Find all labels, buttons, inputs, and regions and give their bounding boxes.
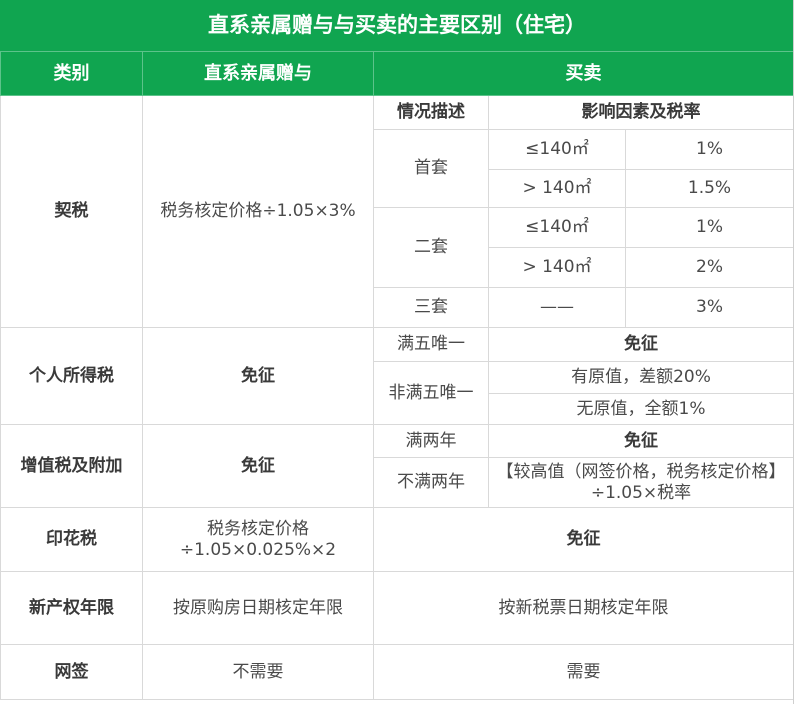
deed-tax-gift: 税务核定价格÷1.05×3% [142,95,374,328]
table-row: 印花税 税务核定价格 ÷1.05×0.025%×2 免征 [0,507,794,572]
header-row: 类别 直系亲属赠与 买卖 [0,51,794,96]
table-row: > 140㎡ 1.5% [1,169,794,208]
table-title: 直系亲属赠与与买卖的主要区别（住宅） [0,0,794,52]
category-vat: 增值税及附加 [0,424,143,508]
second-home: 二套 [373,207,489,288]
table-row: 网签 不需要 需要 [0,644,794,700]
table-row: 无原值，全额1% [1,393,794,425]
rate-cell: 2% [625,247,794,288]
table-row: 非满五唯一 有原值，差额20% [1,361,794,425]
col-situation: 情况描述 [373,95,489,130]
table-row: 不满两年 【较高值（网签价格，税务核定价格】÷1.05×税率 [1,457,794,508]
stamp-tax-gift: 税务核定价格 ÷1.05×0.025%×2 [142,507,374,572]
table-row: 增值税及附加 免征 满两年 免征 [0,424,794,508]
third-home: 三套 [373,287,489,328]
table-row: 新产权年限 按原购房日期核定年限 按新税票日期核定年限 [0,571,794,645]
not-five-only: 非满五唯一 [373,361,489,425]
header-category: 类别 [0,51,143,96]
area-cell: > 140㎡ [488,247,626,288]
stamp-line2: ÷1.05×0.025%×2 [179,539,337,560]
category-online-sign: 网签 [0,644,143,700]
over-two-value: 免征 [488,424,794,458]
table-row: 二套 ≤140㎡ 1% [1,207,794,288]
rate-cell: 1% [625,207,794,248]
right-edge [793,0,800,704]
title-row: 直系亲属赠与与买卖的主要区别（住宅） [0,0,794,52]
rate-cell: 1% [625,129,794,170]
five-only-value: 免征 [488,327,794,362]
stamp-tax-sale: 免征 [373,507,794,572]
under-two-years: 不满两年 [373,457,489,508]
table-row: 个人所得税 免征 满五唯一 免征 [0,327,794,425]
under-two-value: 【较高值（网签价格，税务核定价格】÷1.05×税率 [488,457,794,508]
online-sign-gift: 不需要 [142,644,374,700]
rate-cell: 3% [625,287,794,328]
without-original: 无原值，全额1% [488,393,794,425]
with-original: 有原值，差额20% [488,361,794,394]
area-cell: ≤140㎡ [488,129,626,170]
header-gift: 直系亲属赠与 [142,51,374,96]
area-cell: —— [488,287,626,328]
online-sign-sale: 需要 [373,644,794,700]
category-property-years: 新产权年限 [0,571,143,645]
income-tax-gift: 免征 [142,327,374,425]
property-years-gift: 按原购房日期核定年限 [142,571,374,645]
category-income-tax: 个人所得税 [0,327,143,425]
five-only: 满五唯一 [373,327,489,362]
vat-gift: 免征 [142,424,374,508]
col-factors: 影响因素及税率 [488,95,794,130]
table-row: 契税 税务核定价格÷1.05×3% 情况描述 影响因素及税率 [0,95,794,328]
category-stamp-tax: 印花税 [0,507,143,572]
table-row: > 140㎡ 2% [1,247,794,288]
first-home: 首套 [373,129,489,208]
header-sale: 买卖 [373,51,794,96]
property-years-sale: 按新税票日期核定年限 [373,571,794,645]
stamp-line1: 税务核定价格 [207,519,309,540]
category-deed-tax: 契税 [0,95,143,328]
area-cell: > 140㎡ [488,169,626,208]
area-cell: ≤140㎡ [488,207,626,248]
rate-cell: 1.5% [625,169,794,208]
over-two-years: 满两年 [373,424,489,458]
table-row: 三套 —— 3% [1,287,794,328]
